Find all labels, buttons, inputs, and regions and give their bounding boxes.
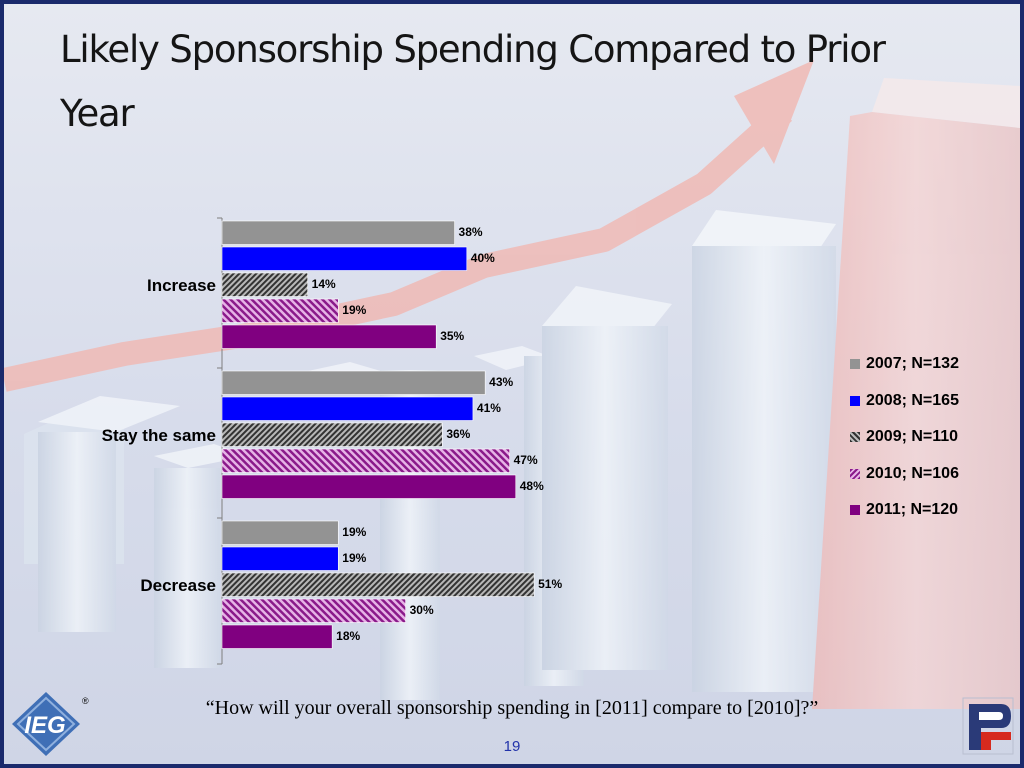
- bar-decrease-3: [221, 598, 406, 623]
- bar-decrease-2: [221, 572, 535, 597]
- data-label: 41%: [477, 401, 501, 415]
- legend-swatch: [850, 505, 860, 516]
- data-label: 47%: [514, 453, 538, 467]
- data-label: 35%: [440, 329, 464, 343]
- data-label: 40%: [471, 251, 495, 265]
- legend-swatch: [850, 395, 860, 406]
- chart-axis: [217, 217, 223, 665]
- legend-item-2008: 2008; N=165: [850, 383, 959, 420]
- page-title: Likely Sponsorship Spending Compared to …: [60, 28, 886, 135]
- category-label: Increase: [147, 276, 216, 295]
- survey-question: “How will your overall sponsorship spend…: [205, 697, 819, 719]
- legend-label: 2010; N=106: [866, 464, 959, 482]
- bar-stay-the-same-0: [221, 370, 486, 395]
- ieg-logo: IEG ®: [12, 692, 89, 756]
- registered-mark: ®: [82, 696, 89, 706]
- labels: Increase 38% 40% 14% 19% 35% Stay the same 43% 4…: [102, 225, 563, 643]
- legend-label: 2009; N=110: [866, 428, 959, 446]
- legend-item-2010: 2010; N=106: [850, 456, 959, 493]
- background-bars-illustration: [4, 60, 1020, 709]
- data-label: 19%: [342, 551, 366, 565]
- data-label: 51%: [538, 577, 562, 591]
- legend-swatch: [850, 432, 860, 443]
- page-number: 19: [503, 738, 521, 755]
- bar-stay-the-same-4: [221, 474, 517, 499]
- legend-item-2011: 2011; N=120: [850, 492, 959, 529]
- data-label: 43%: [489, 375, 513, 389]
- bar-stay-the-same-3: [221, 448, 510, 473]
- bar-increase-0: [221, 220, 455, 245]
- data-label: 36%: [446, 427, 470, 441]
- bar-increase-4: [221, 324, 437, 349]
- pf-logo: PF: [962, 697, 1014, 755]
- bars: [221, 220, 535, 649]
- data-label: 38%: [459, 225, 483, 239]
- bar-chart: Increase 38% 40% 14% 19% 35% Stay the same 43% 4…: [102, 217, 563, 665]
- bar-stay-the-same-2: [221, 422, 443, 447]
- legend-swatch: [850, 359, 860, 370]
- slide: Likely Sponsorship Spending Compared to …: [4, 4, 1020, 764]
- data-label: 18%: [336, 629, 360, 643]
- legend-item-2009: 2009; N=110: [850, 419, 959, 456]
- legend-label: 2007; N=132: [866, 355, 959, 373]
- legend-label: 2008; N=165: [866, 391, 959, 409]
- category-label: Stay the same: [102, 426, 216, 445]
- bar-stay-the-same-1: [221, 396, 474, 421]
- bar-decrease-0: [221, 520, 339, 545]
- data-label: 19%: [342, 303, 366, 317]
- bar-decrease-4: [221, 624, 333, 649]
- category-label: Decrease: [140, 576, 216, 595]
- data-label: 19%: [342, 525, 366, 539]
- bar-increase-3: [221, 298, 339, 323]
- legend-item-2007: 2007; N=132: [850, 346, 959, 383]
- bar-increase-2: [221, 272, 308, 297]
- bar-decrease-1: [221, 546, 339, 571]
- bar-increase-1: [221, 246, 468, 271]
- data-label: 14%: [312, 277, 336, 291]
- legend-swatch: [850, 468, 860, 479]
- chart-legend: 2007; N=132 2008; N=165 2009; N=110 2010…: [850, 346, 959, 529]
- data-label: 48%: [520, 479, 544, 493]
- legend-label: 2011; N=120: [866, 501, 959, 519]
- data-label: 30%: [410, 603, 434, 617]
- ieg-logo-text: IEG: [24, 712, 65, 739]
